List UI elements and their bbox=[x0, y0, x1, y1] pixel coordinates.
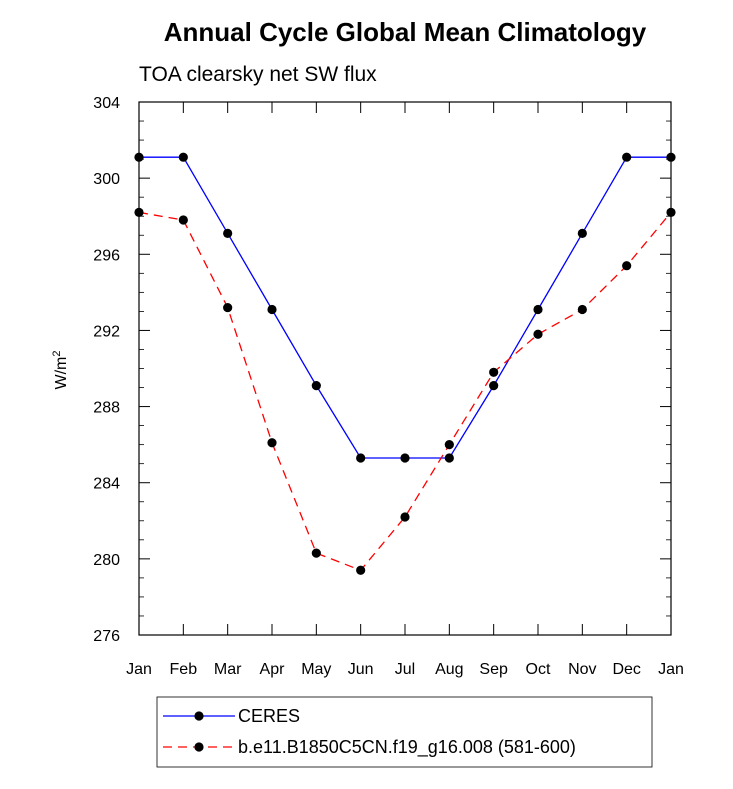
y-tick-label: 292 bbox=[93, 323, 120, 340]
x-tick-label: Mar bbox=[214, 661, 242, 678]
chart-subtitle: TOA clearsky net SW flux bbox=[139, 63, 377, 86]
data-point bbox=[178, 152, 188, 162]
data-point bbox=[223, 302, 233, 313]
y-tick-label: 276 bbox=[93, 628, 120, 645]
x-tick-label: Apr bbox=[260, 661, 286, 678]
data-point bbox=[489, 381, 499, 391]
x-tick-label: Jan bbox=[658, 661, 684, 678]
plot-frame bbox=[138, 101, 672, 636]
data-point bbox=[622, 261, 632, 271]
x-tick-label: Dec bbox=[612, 661, 640, 678]
data-point bbox=[489, 367, 499, 377]
legend-item-1: CERES bbox=[163, 706, 300, 726]
data-point bbox=[577, 304, 587, 315]
y-tick-label: 304 bbox=[93, 95, 120, 112]
y-tick-label: 284 bbox=[93, 476, 120, 493]
x-tick-label: Oct bbox=[526, 661, 551, 678]
series-2 bbox=[134, 207, 676, 575]
legend-label: CERES bbox=[238, 706, 300, 726]
legend-items: CERES b.e11.B1850C5CN.f19_g16.008 (581-60… bbox=[163, 706, 576, 758]
data-point bbox=[311, 381, 321, 391]
legend-item-2: b.e11.B1850C5CN.f19_g16.008 (581-600) bbox=[163, 737, 576, 758]
y-tick-label: 280 bbox=[93, 552, 120, 569]
axis-ticks bbox=[138, 101, 672, 636]
data-point bbox=[533, 329, 543, 339]
x-tick-label: May bbox=[301, 661, 331, 678]
data-point bbox=[577, 228, 587, 238]
x-tick-label: Nov bbox=[568, 661, 596, 678]
axis-tick-labels: Jan Feb Mar Apr May Jun Jul Aug Sep Oct Nov Dec Jan 2… bbox=[93, 95, 684, 678]
x-tick-label: Feb bbox=[170, 661, 198, 678]
x-tick-label: Jun bbox=[348, 661, 374, 678]
legend: CERES b.e11.B1850C5CN.f19_g16.008 (581-60… bbox=[156, 696, 653, 768]
x-tick-label: Sep bbox=[479, 661, 508, 678]
data-point bbox=[400, 453, 410, 463]
x-tick-label: Aug bbox=[435, 661, 463, 678]
data-point bbox=[311, 548, 321, 558]
x-tick-label: Jan bbox=[126, 661, 152, 678]
data-point bbox=[622, 152, 632, 162]
data-point bbox=[267, 304, 277, 315]
y-axis-label-base: W/m bbox=[53, 357, 70, 390]
data-point bbox=[356, 453, 366, 463]
data-point bbox=[400, 512, 410, 522]
series-lines bbox=[134, 152, 676, 575]
y-tick-label: 296 bbox=[93, 247, 120, 264]
data-point bbox=[356, 565, 366, 575]
x-tick-label: Jul bbox=[395, 661, 415, 678]
legend-marker bbox=[194, 711, 204, 721]
data-point bbox=[267, 438, 277, 448]
legend-box bbox=[156, 696, 653, 768]
data-point bbox=[444, 440, 454, 450]
series-line bbox=[139, 156, 671, 459]
data-point bbox=[223, 228, 233, 238]
legend-label: b.e11.B1850C5CN.f19_g16.008 (581-600) bbox=[238, 737, 576, 758]
y-axis-label: W/m2 bbox=[51, 351, 70, 390]
data-point bbox=[533, 304, 543, 315]
data-point bbox=[178, 215, 188, 225]
y-axis-label-superscript: 2 bbox=[51, 351, 63, 357]
y-tick-label: 288 bbox=[93, 400, 120, 417]
chart-title: Annual Cycle Global Mean Climatology bbox=[164, 17, 647, 47]
legend-marker bbox=[194, 742, 204, 752]
series-1 bbox=[134, 152, 676, 463]
y-tick-label: 300 bbox=[93, 171, 120, 188]
data-point bbox=[444, 453, 454, 463]
